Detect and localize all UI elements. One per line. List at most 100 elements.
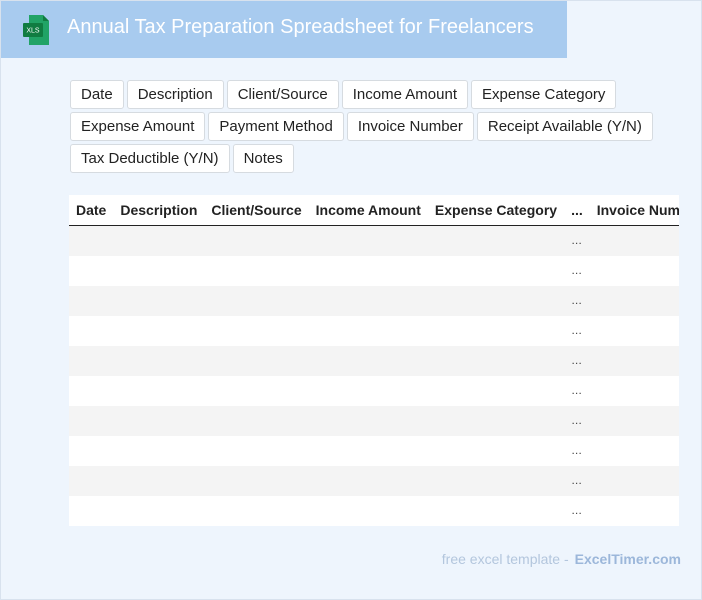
table-cell: [308, 225, 428, 256]
table-cell: [427, 346, 565, 376]
table-cell: [589, 225, 679, 256]
table-cell: [69, 346, 114, 376]
table-cell: [308, 256, 428, 286]
table-cell: [589, 496, 679, 526]
table-cell: …: [564, 225, 590, 256]
tag[interactable]: Tax Deductible (Y/N): [70, 144, 230, 173]
table-cell: [69, 466, 114, 496]
icon-label: XLS: [26, 28, 40, 35]
table-row: …: [69, 436, 679, 466]
table-cell: [308, 496, 428, 526]
table-row: …: [69, 466, 679, 496]
column-header: Invoice Number: [589, 195, 679, 226]
table-cell: [427, 406, 565, 436]
table-cell: …: [564, 346, 590, 376]
table-cell: [113, 466, 205, 496]
table-cell: [69, 376, 114, 406]
table-cell: [427, 466, 565, 496]
tag[interactable]: Receipt Available (Y/N): [476, 112, 653, 141]
table-container: Date Description Client/Source Income Amoun…: [69, 195, 679, 526]
table-cell: [69, 496, 114, 526]
table-cell: …: [564, 496, 590, 526]
table-cell: [308, 346, 428, 376]
table-cell: [204, 225, 309, 256]
table-cell: …: [564, 466, 590, 496]
tag-list: Date Description Client/Source Income Amoun…: [70, 80, 670, 173]
column-header: Expense Category: [427, 195, 565, 226]
table-row: …: [69, 376, 679, 406]
table-cell: [69, 316, 114, 346]
table-cell: [204, 286, 309, 316]
column-header: Income Amount: [308, 195, 428, 226]
table-cell: [204, 406, 309, 436]
table-cell: [308, 466, 428, 496]
table-cell: [427, 225, 565, 256]
column-header: ...: [564, 195, 590, 226]
table-cell: [589, 316, 679, 346]
table-cell: …: [564, 286, 590, 316]
table-row: …: [69, 286, 679, 316]
table-cell: [204, 496, 309, 526]
table-row: …: [69, 316, 679, 346]
table-cell: [204, 316, 309, 346]
table-cell: [308, 406, 428, 436]
table-cell: …: [564, 436, 590, 466]
tag[interactable]: Notes: [232, 144, 294, 173]
table: Date Description Client/Source Income Amoun…: [69, 195, 679, 526]
tag[interactable]: Invoice Number: [346, 112, 474, 141]
table-cell: [204, 256, 309, 286]
table-cell: [113, 286, 205, 316]
table-cell: [69, 436, 114, 466]
table-cell: [589, 376, 679, 406]
tag[interactable]: Expense Amount: [70, 112, 206, 141]
footer-brand[interactable]: ExcelTimer.com: [574, 551, 681, 567]
table-cell: [308, 436, 428, 466]
table-cell: [308, 376, 428, 406]
header-row: Date Description Client/Source Income Amoun…: [69, 195, 679, 226]
table-cell: [113, 406, 205, 436]
table-row: …: [69, 496, 679, 526]
tag[interactable]: Description: [126, 80, 224, 109]
table-cell: [308, 286, 428, 316]
table-cell: [113, 316, 205, 346]
table-cell: …: [564, 376, 590, 406]
tag[interactable]: Client/Source: [226, 80, 339, 109]
table-cell: [204, 376, 309, 406]
title: Annual Tax Preparation Spreadsheet for F…: [67, 16, 534, 38]
table-cell: [69, 225, 114, 256]
table-cell: [113, 256, 205, 286]
table-cell: [69, 406, 114, 436]
table-cell: [427, 286, 565, 316]
table-row: …: [69, 346, 679, 376]
table-row: …: [69, 406, 679, 436]
header: XLS Annual Tax Preparation Spreadsheet f…: [1, 1, 567, 58]
table-cell: [69, 286, 114, 316]
table-cell: [589, 466, 679, 496]
table-cell: [589, 256, 679, 286]
table-cell: [589, 346, 679, 376]
table-cell: …: [564, 316, 590, 346]
table-cell: [589, 436, 679, 466]
table-cell: [427, 496, 565, 526]
table-cell: [427, 316, 565, 346]
footer-text: free excel template -: [441, 551, 569, 567]
tag[interactable]: Expense Category: [471, 80, 617, 109]
table-cell: …: [564, 256, 590, 286]
table-cell: [427, 376, 565, 406]
table-row: …: [69, 256, 679, 286]
column-header: Client/Source: [204, 195, 309, 226]
table-cell: [308, 316, 428, 346]
table-cell: [113, 225, 205, 256]
tag[interactable]: Income Amount: [341, 80, 468, 109]
tag[interactable]: Payment Method: [208, 112, 344, 141]
footer: free excel template - ExcelTimer.com: [442, 551, 681, 567]
table-cell: [589, 286, 679, 316]
column-header: Date: [69, 195, 114, 226]
table-cell: [113, 346, 205, 376]
table-cell: [113, 376, 205, 406]
table-cell: [204, 466, 309, 496]
table-cell: [427, 436, 565, 466]
tag[interactable]: Date: [70, 80, 124, 109]
table-cell: [113, 436, 205, 466]
